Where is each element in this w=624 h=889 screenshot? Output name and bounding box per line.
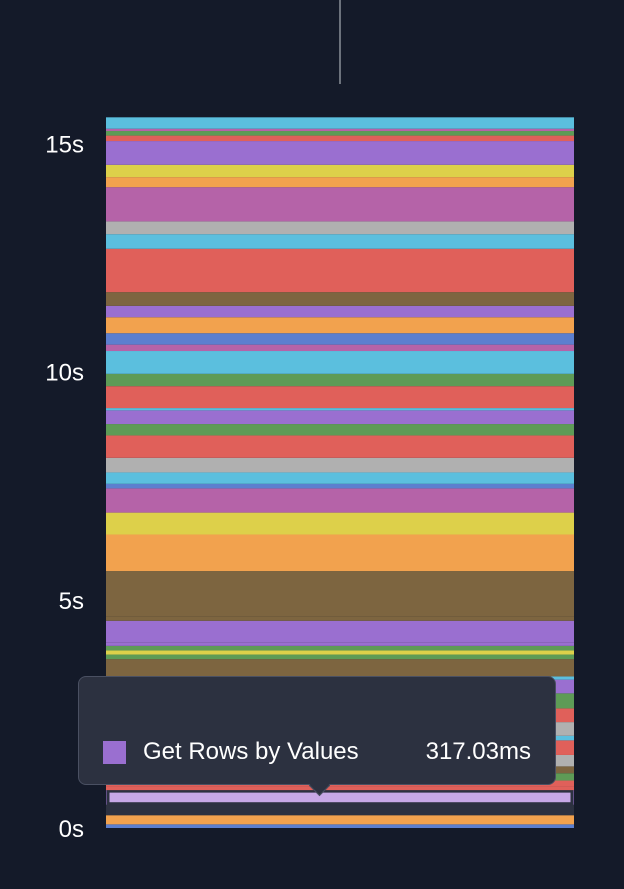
bar-segment[interactable] xyxy=(106,620,574,643)
bar-segment[interactable] xyxy=(106,650,574,655)
bar-segment[interactable] xyxy=(106,457,574,473)
y-axis: 0s 5s 10s 15s xyxy=(45,131,84,843)
bar-segment[interactable] xyxy=(106,424,574,436)
tooltip-series-value: 317.03ms xyxy=(425,738,531,765)
series-color-swatch xyxy=(103,740,126,764)
bar-segment[interactable] xyxy=(106,248,574,293)
tooltip-series-row: Get Rows by Values 317.03ms xyxy=(103,737,531,767)
bar-segment[interactable] xyxy=(106,351,574,374)
bar-segment[interactable] xyxy=(106,824,574,828)
bar-segment[interactable] xyxy=(106,305,574,318)
bar-segment[interactable] xyxy=(106,534,574,572)
bar-segment[interactable] xyxy=(106,234,574,249)
bar-segment[interactable] xyxy=(106,654,574,660)
bar-segment[interactable] xyxy=(106,512,574,535)
hover-tooltip: Get Rows by Values 317.03ms xyxy=(78,676,556,797)
bar-segment[interactable] xyxy=(106,128,574,132)
bar-segment[interactable] xyxy=(106,435,574,458)
bar-segment[interactable] xyxy=(106,645,574,651)
bar-segment[interactable] xyxy=(106,472,574,484)
y-tick-label: 0s xyxy=(59,816,84,843)
bar-segment[interactable] xyxy=(106,804,574,816)
bar-segment[interactable] xyxy=(106,571,574,617)
bar-segment[interactable] xyxy=(106,408,574,411)
bar-segment[interactable] xyxy=(106,483,574,489)
bar-segment[interactable] xyxy=(106,164,574,178)
bar-segment[interactable] xyxy=(106,642,574,646)
bar-segment[interactable] xyxy=(106,659,574,677)
bar-segment[interactable] xyxy=(106,292,574,306)
y-tick-label: 15s xyxy=(45,131,84,158)
bar-segment[interactable] xyxy=(106,373,574,387)
tooltip-series-name: Get Rows by Values xyxy=(143,738,359,765)
bar-segment[interactable] xyxy=(106,786,574,791)
bar-segment[interactable] xyxy=(106,131,574,136)
bar-segment[interactable] xyxy=(106,344,574,352)
bar-segment[interactable] xyxy=(106,135,574,142)
bar-segment[interactable] xyxy=(106,117,574,129)
y-tick-label: 5s xyxy=(59,588,84,615)
bar-segment[interactable] xyxy=(106,616,574,621)
bar-segment[interactable] xyxy=(106,317,574,334)
bar-segment[interactable] xyxy=(106,488,574,513)
y-tick-label: 10s xyxy=(45,360,84,387)
bar-segment[interactable] xyxy=(106,333,574,345)
bar-segment[interactable] xyxy=(106,177,574,188)
bar-segment[interactable] xyxy=(106,221,574,235)
bar-segment[interactable] xyxy=(106,141,574,165)
bar-segment[interactable] xyxy=(106,410,574,425)
highlighted-segment-outline xyxy=(106,789,574,806)
bar-segment[interactable] xyxy=(106,386,574,409)
bar-segment[interactable] xyxy=(106,815,574,825)
bar-segment[interactable] xyxy=(106,187,574,222)
